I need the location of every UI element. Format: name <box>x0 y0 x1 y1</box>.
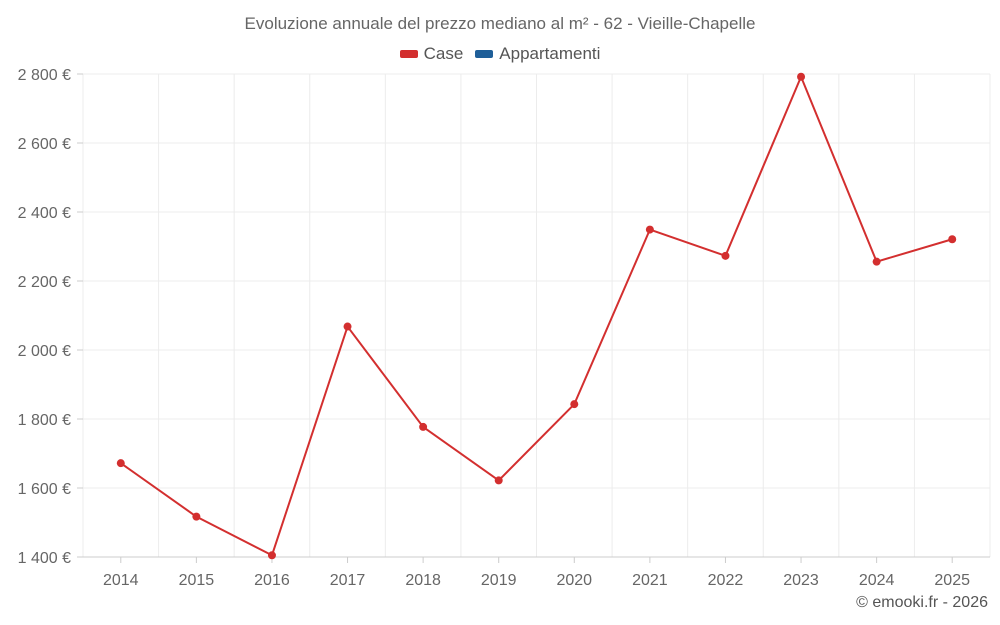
x-tick-label: 2018 <box>405 572 441 589</box>
data-point <box>343 322 352 331</box>
y-tick-label: 2 200 € <box>18 274 71 291</box>
data-point <box>192 512 201 521</box>
data-point <box>494 476 503 485</box>
x-tick-label: 2025 <box>934 572 970 589</box>
y-tick-label: 1 600 € <box>18 481 71 498</box>
x-tick-label: 2023 <box>783 572 819 589</box>
x-tick-label: 2016 <box>254 572 290 589</box>
chart-legend: Case Appartamenti <box>0 44 1000 64</box>
x-tick-label: 2015 <box>179 572 215 589</box>
y-tick-label: 2 000 € <box>18 343 71 360</box>
copyright-text: © emooki.fr - 2026 <box>856 594 988 611</box>
y-tick-label: 1 400 € <box>18 550 71 567</box>
x-tick-label: 2014 <box>103 572 139 589</box>
x-tick-label: 2020 <box>556 572 592 589</box>
x-tick-label: 2022 <box>708 572 744 589</box>
legend-label-appartamenti: Appartamenti <box>499 44 601 63</box>
chart-title: Evoluzione annuale del prezzo mediano al… <box>244 14 756 33</box>
legend-swatch-case <box>399 50 418 58</box>
legend-swatch-appartamenti <box>475 50 494 58</box>
legend-item-case[interactable]: Case <box>399 44 464 64</box>
y-tick-label: 2 400 € <box>18 205 71 222</box>
data-point <box>267 551 276 560</box>
y-tick-label: 2 600 € <box>18 136 71 153</box>
legend-label-case: Case <box>423 44 464 63</box>
data-point <box>419 422 428 431</box>
data-point <box>948 235 957 244</box>
data-point <box>116 459 125 468</box>
data-point <box>721 251 730 260</box>
data-point <box>872 257 881 266</box>
data-point <box>645 225 654 234</box>
legend-item-appartamenti[interactable]: Appartamenti <box>475 44 600 64</box>
x-tick-label: 2017 <box>330 572 366 589</box>
y-tick-label: 2 800 € <box>18 67 71 84</box>
x-tick-label: 2021 <box>632 572 668 589</box>
data-point <box>797 72 806 81</box>
y-tick-label: 1 800 € <box>18 412 71 429</box>
x-tick-label: 2019 <box>481 572 517 589</box>
data-point <box>570 400 579 409</box>
x-tick-label: 2024 <box>859 572 895 589</box>
series-line-case <box>120 75 953 557</box>
